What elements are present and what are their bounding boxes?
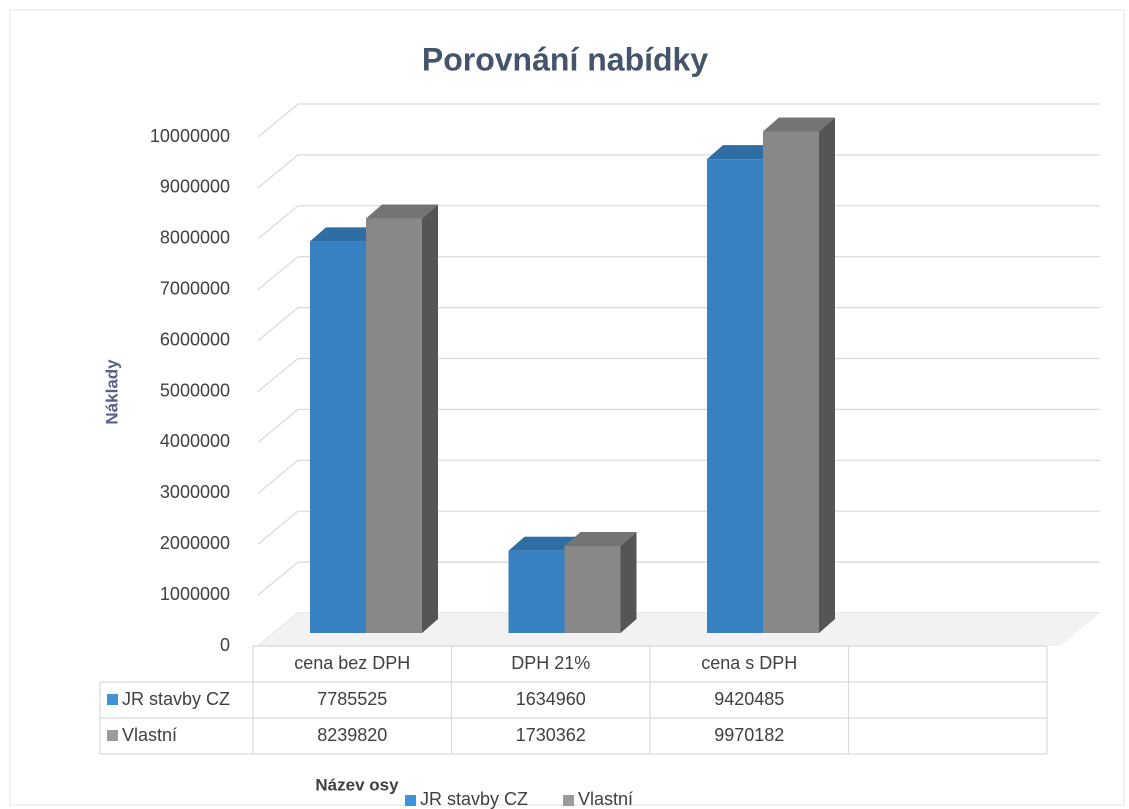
table-value: 8239820 (317, 725, 387, 745)
bar-shade (508, 550, 565, 633)
y-tick-label: 9000000 (160, 177, 230, 197)
bar (564, 545, 621, 633)
y-tick-label: 5000000 (160, 380, 230, 400)
bar-shade (707, 159, 763, 633)
x-tick-label: cena bez DPH (294, 653, 410, 673)
table-legend-label: JR stavby CZ (122, 689, 230, 709)
bar-shade (366, 218, 422, 633)
floor (258, 613, 1100, 646)
bar-top-shade (564, 531, 637, 546)
x-tick-label: cena s DPH (701, 653, 797, 673)
bar-top-shade (366, 204, 438, 219)
bar (366, 218, 422, 633)
table-legend-label: Vlastní (122, 725, 177, 745)
bar-top (310, 227, 382, 242)
bar-side-shade (620, 531, 637, 633)
bar-side (620, 531, 637, 633)
bar-shade (763, 131, 819, 633)
y-tick-label: 4000000 (160, 431, 230, 451)
bar-top (763, 117, 835, 132)
chart-frame (9, 9, 1125, 806)
bar-side-shade (819, 117, 835, 633)
x-tick-label: DPH 21% (511, 653, 590, 673)
y-tick-label: 8000000 (160, 228, 230, 248)
y-tick-label: 1000000 (160, 584, 230, 604)
y-tick-label: 7000000 (160, 278, 230, 298)
grid-line (257, 103, 1100, 138)
bar-top-shade (763, 117, 835, 132)
legend-key (405, 795, 416, 806)
bar (763, 131, 819, 633)
bar-shade (310, 241, 366, 633)
bar-top-shade (707, 145, 779, 160)
y-tick-label: 3000000 (160, 482, 230, 502)
bar-top (564, 531, 637, 546)
chart-title: Porovnání nabídky (422, 41, 708, 77)
legend-key (563, 795, 575, 806)
bar-top (707, 145, 779, 160)
bar-top-shade (310, 227, 382, 242)
bar (310, 241, 366, 633)
table-value: 1730362 (516, 725, 586, 745)
table-value: 7785525 (317, 689, 387, 709)
table-value: 1634960 (516, 689, 586, 709)
x-axis-title: Název osy (315, 775, 399, 794)
bar-top (508, 536, 581, 551)
table-value: 9970182 (714, 725, 784, 745)
y-tick-label: 0 (220, 635, 230, 655)
y-tick-label: 2000000 (160, 533, 230, 553)
bar-top-shade (508, 536, 581, 551)
table-legend-key (107, 694, 118, 705)
table-value: 9420485 (714, 689, 784, 709)
y-axis-title: Náklady (102, 359, 121, 425)
bar-side-shade (422, 204, 438, 633)
y-tick-label: 10000000 (150, 126, 230, 146)
bar (508, 550, 565, 633)
table-legend-key (107, 730, 118, 741)
bar (707, 159, 763, 633)
bar-side (422, 204, 438, 633)
legend-label: Vlastní (578, 789, 633, 809)
bar-side (819, 117, 835, 633)
legend-label: JR stavby CZ (420, 789, 528, 809)
bar-top (366, 204, 438, 219)
bar-shade (564, 545, 621, 633)
y-tick-label: 6000000 (160, 329, 230, 349)
